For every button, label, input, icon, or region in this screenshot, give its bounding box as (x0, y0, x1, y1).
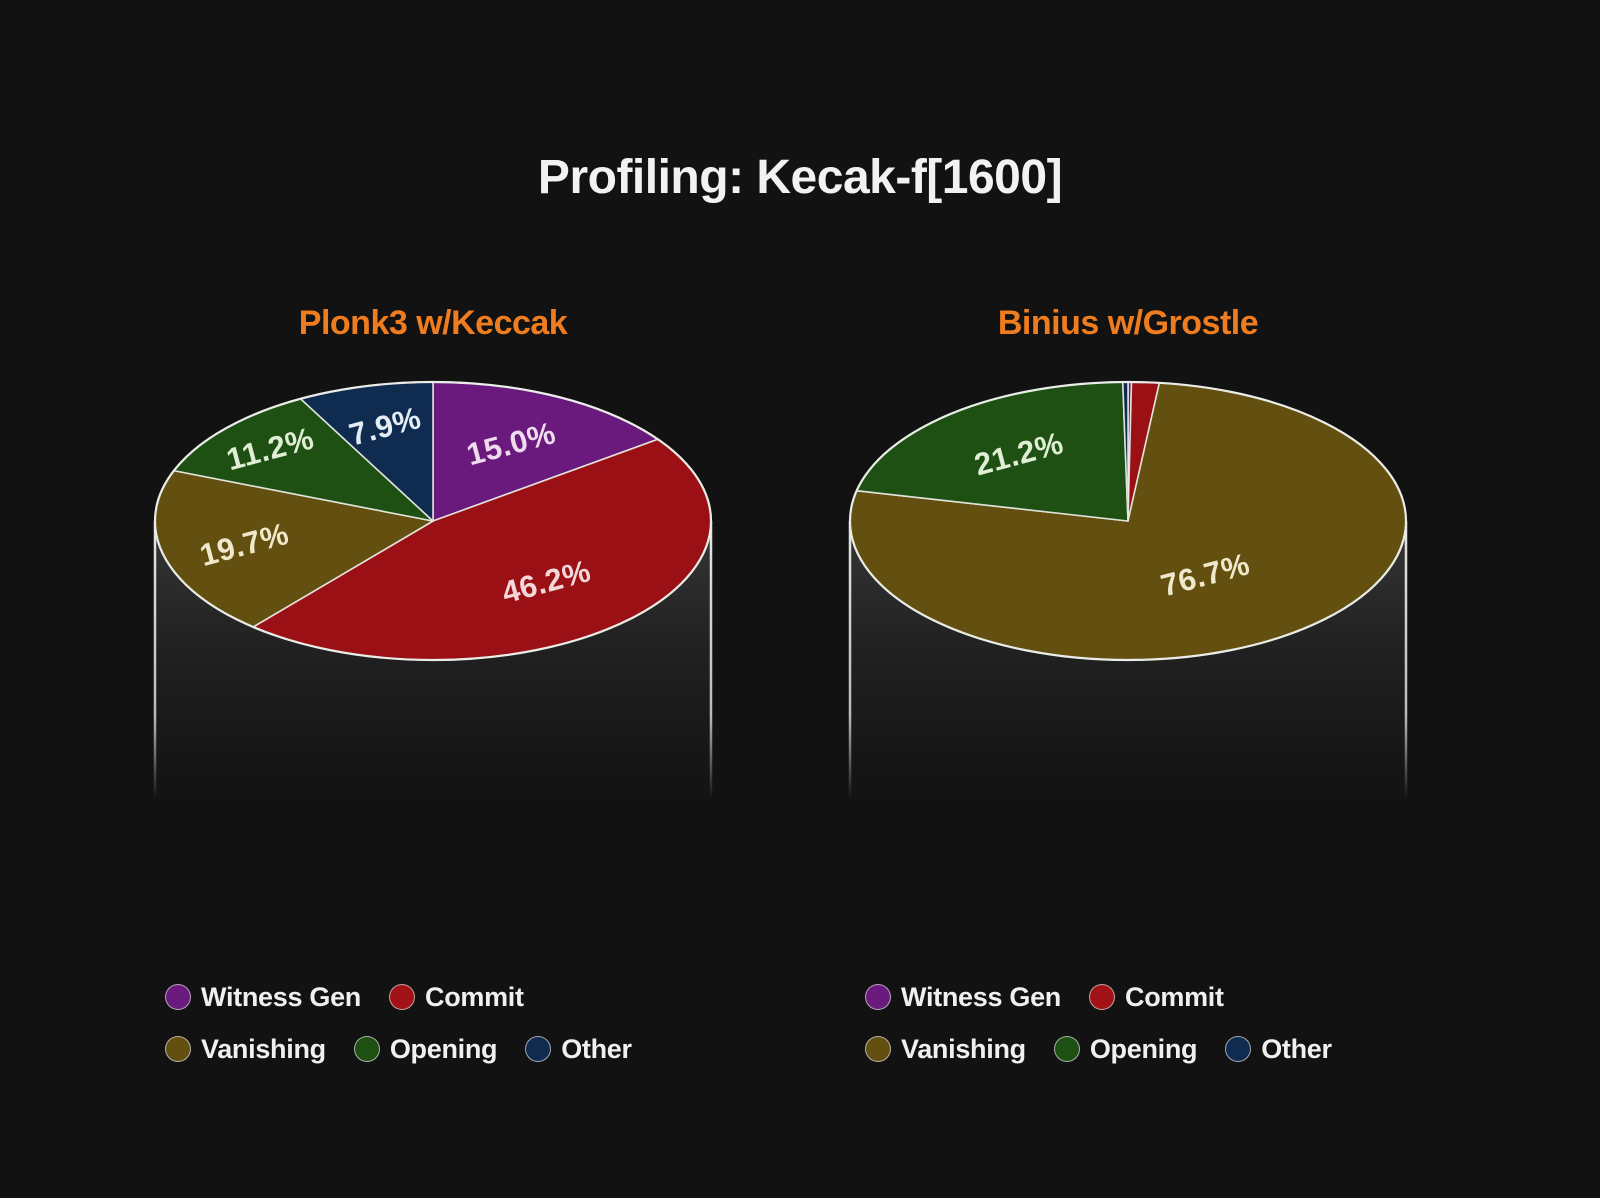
legend-item-opening: Opening (1053, 1033, 1198, 1065)
pie-rim (153, 380, 713, 662)
legend-swatch (389, 984, 415, 1010)
legend-item-vanishing: Vanishing (865, 1034, 1026, 1065)
cylinder-edge (1404, 521, 1408, 799)
chart-title-plonk3: Plonk3 w/Keccak (298, 304, 568, 343)
legend-item-opening: Opening (353, 1033, 498, 1065)
legend-right: Witness Gen Commit Vanishing Opening Other (865, 971, 1332, 1075)
legend-label: Other (561, 1033, 632, 1064)
legend-label: Opening (389, 1033, 498, 1064)
legend-swatch (165, 1036, 191, 1062)
cylinder-edge (153, 521, 157, 799)
legend-row: Witness Gen Commit (865, 971, 1332, 1023)
legend-row: Vanishing Opening Other (165, 1023, 632, 1075)
legend-item-other: Other (1225, 1034, 1332, 1065)
cylinder-edge (848, 521, 852, 799)
legend-swatch (525, 1036, 552, 1062)
pie-chart-left: 15.0%46.2%19.7%11.2% 7.9% (153, 380, 713, 811)
legend-label: Commit (425, 981, 524, 1012)
legend-label: Witness Gen (201, 981, 361, 1012)
legend-item-commit: Commit (1089, 982, 1224, 1013)
legend-row: Witness Gen Commit (165, 971, 632, 1023)
chart-title-binius: Binius w/Grostle (997, 304, 1259, 343)
legend-swatch (165, 984, 191, 1010)
legend-item-witness-gen: Witness Gen (865, 982, 1061, 1013)
legend-swatch (865, 984, 891, 1010)
cylinder-edge (709, 521, 713, 799)
legend-item-vanishing: Vanishing (165, 1034, 326, 1065)
legend-label: Opening (1089, 1033, 1198, 1064)
legend-row: Vanishing Opening Other (865, 1023, 1332, 1075)
page-title: Profiling: Kecak-f[1600] (537, 151, 1063, 205)
legend-label: Vanishing (201, 1033, 326, 1064)
legend-swatch (353, 1036, 380, 1062)
pie-chart-right: 76.7%21.2% (848, 380, 1408, 811)
legend-item-other: Other (525, 1034, 632, 1065)
legend-label: Witness Gen (901, 981, 1061, 1012)
legend-swatch (865, 1036, 891, 1062)
legend-item-witness-gen: Witness Gen (165, 982, 361, 1013)
legend-swatch (1089, 984, 1115, 1010)
legend-left: Witness Gen Commit Vanishing Opening Other (165, 971, 632, 1075)
pie-charts-canvas: 15.0%46.2%19.7%11.2% 7.9% 76.7%21.2% (153, 380, 1408, 811)
legend-item-commit: Commit (389, 982, 524, 1013)
legend-label: Vanishing (901, 1033, 1026, 1064)
legend-label: Commit (1125, 981, 1224, 1012)
legend-label: Other (1261, 1033, 1332, 1064)
pie-rim (848, 380, 1408, 662)
legend-swatch (1053, 1036, 1080, 1062)
legend-swatch (1225, 1036, 1252, 1062)
